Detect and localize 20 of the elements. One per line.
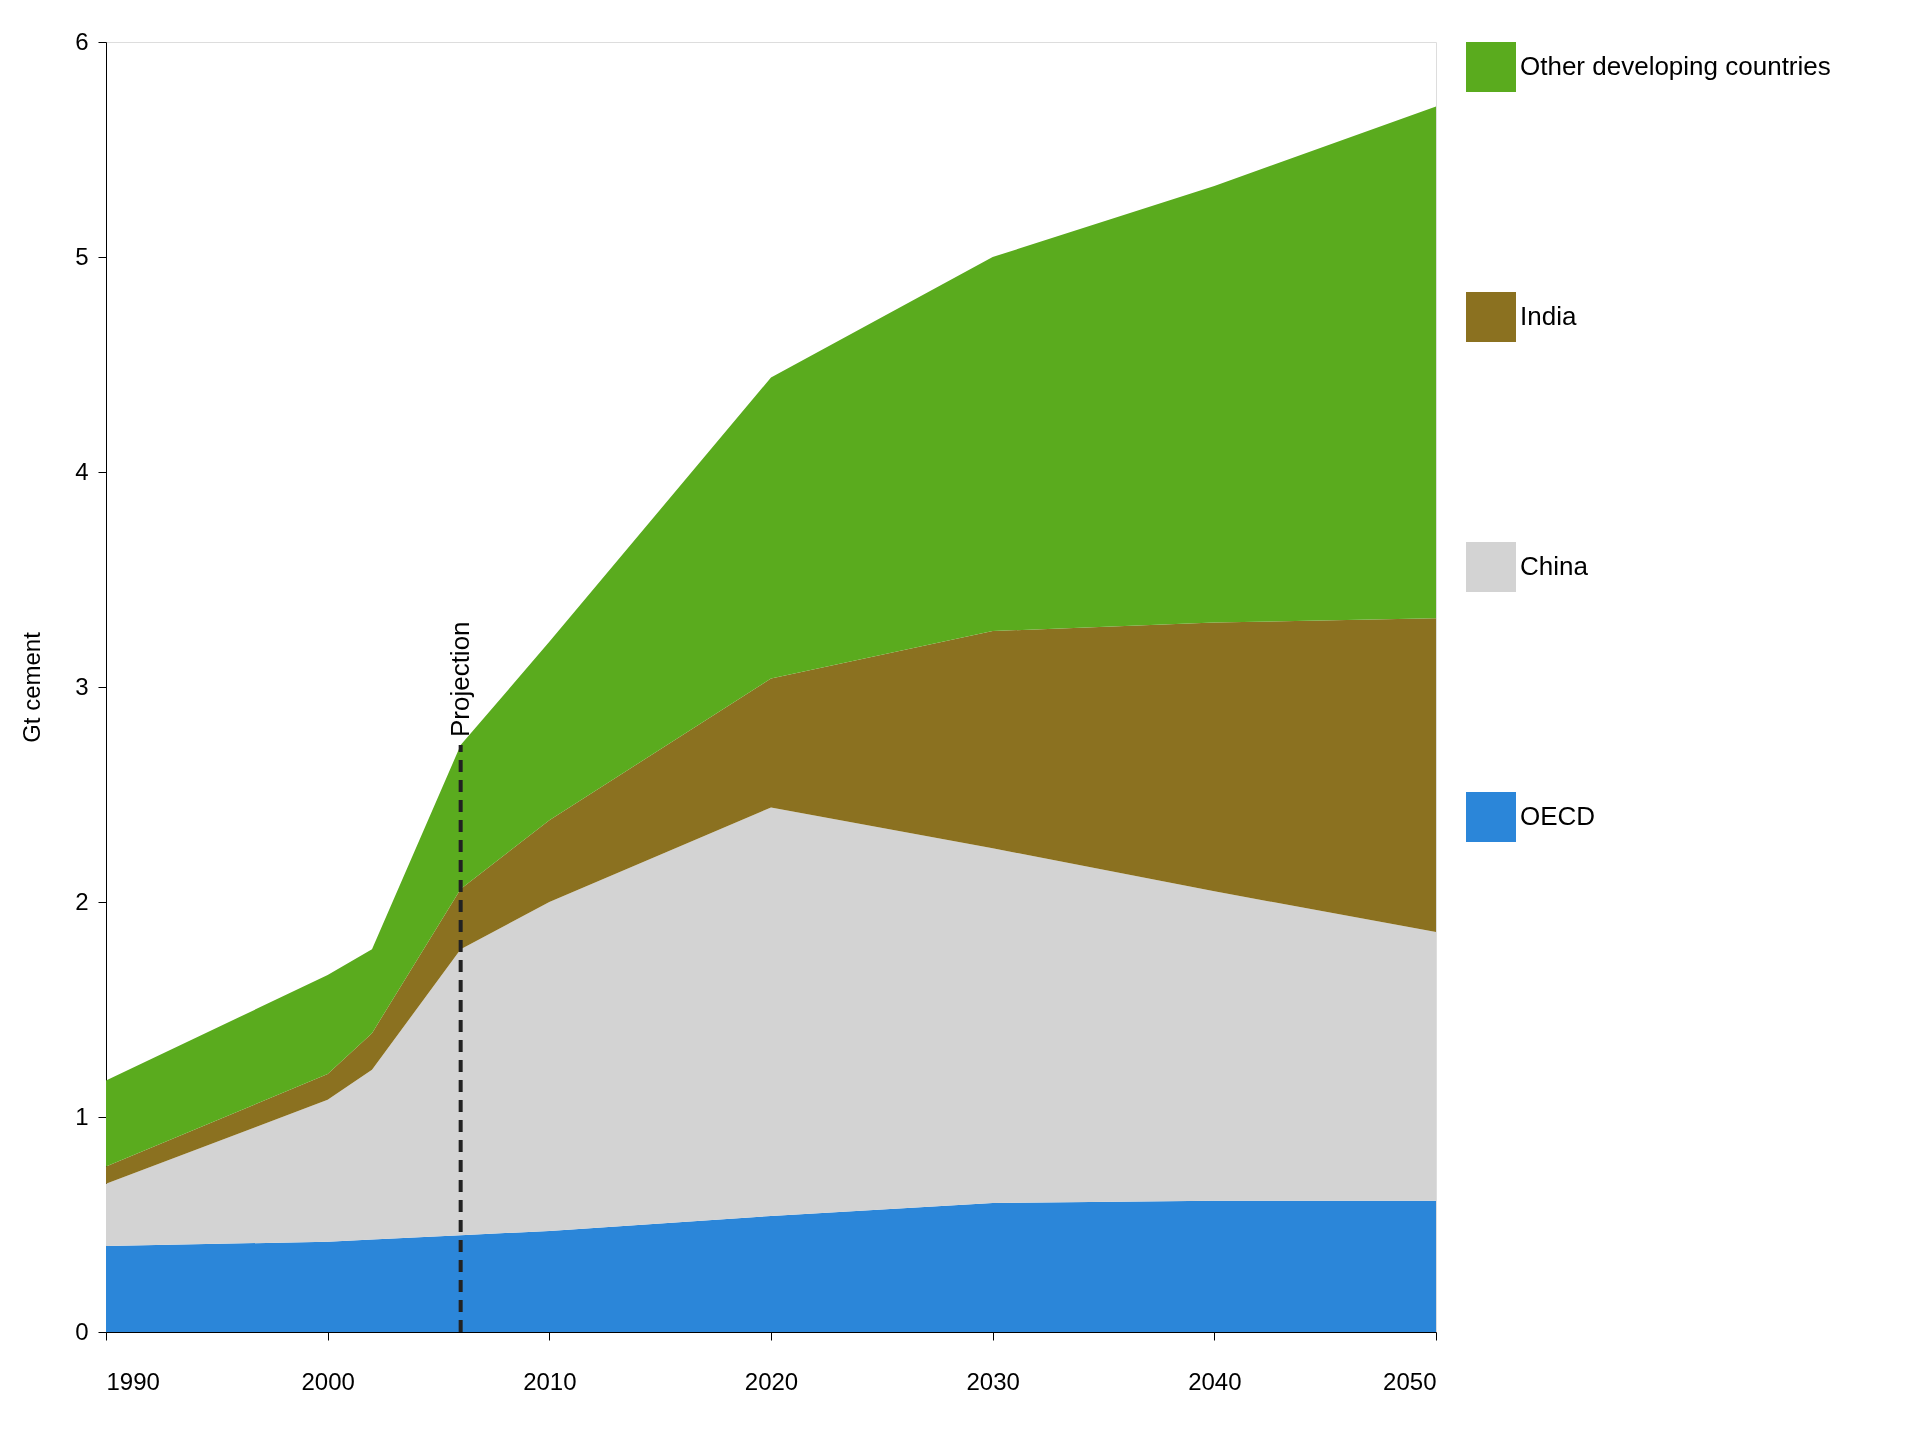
y-tick-label: 1 (75, 1102, 89, 1130)
y-tick-label: 6 (75, 27, 89, 55)
x-tick-label: 2030 (966, 1367, 1020, 1395)
legend-label: Other developing countries (1520, 51, 1831, 81)
y-tick-label: 2 (75, 887, 89, 915)
x-tick-label: 2000 (301, 1367, 355, 1395)
y-axis-title: Gt cement (18, 631, 46, 743)
x-tick-label: 2040 (1188, 1367, 1242, 1395)
x-tick-label: 2050 (1383, 1367, 1437, 1395)
legend-label: China (1520, 551, 1589, 581)
y-tick-label: 0 (75, 1317, 89, 1345)
y-tick-label: 3 (75, 672, 89, 700)
x-tick-label: 2020 (744, 1367, 799, 1395)
y-tick-label: 5 (75, 242, 89, 270)
x-tick-label: 1990 (106, 1367, 160, 1395)
x-tick-label: 2010 (523, 1367, 577, 1395)
legend-label: India (1520, 301, 1577, 331)
ref-line-label: Projection (444, 621, 475, 738)
legend-label: OECD (1520, 801, 1596, 831)
y-tick-label: 4 (75, 457, 89, 485)
